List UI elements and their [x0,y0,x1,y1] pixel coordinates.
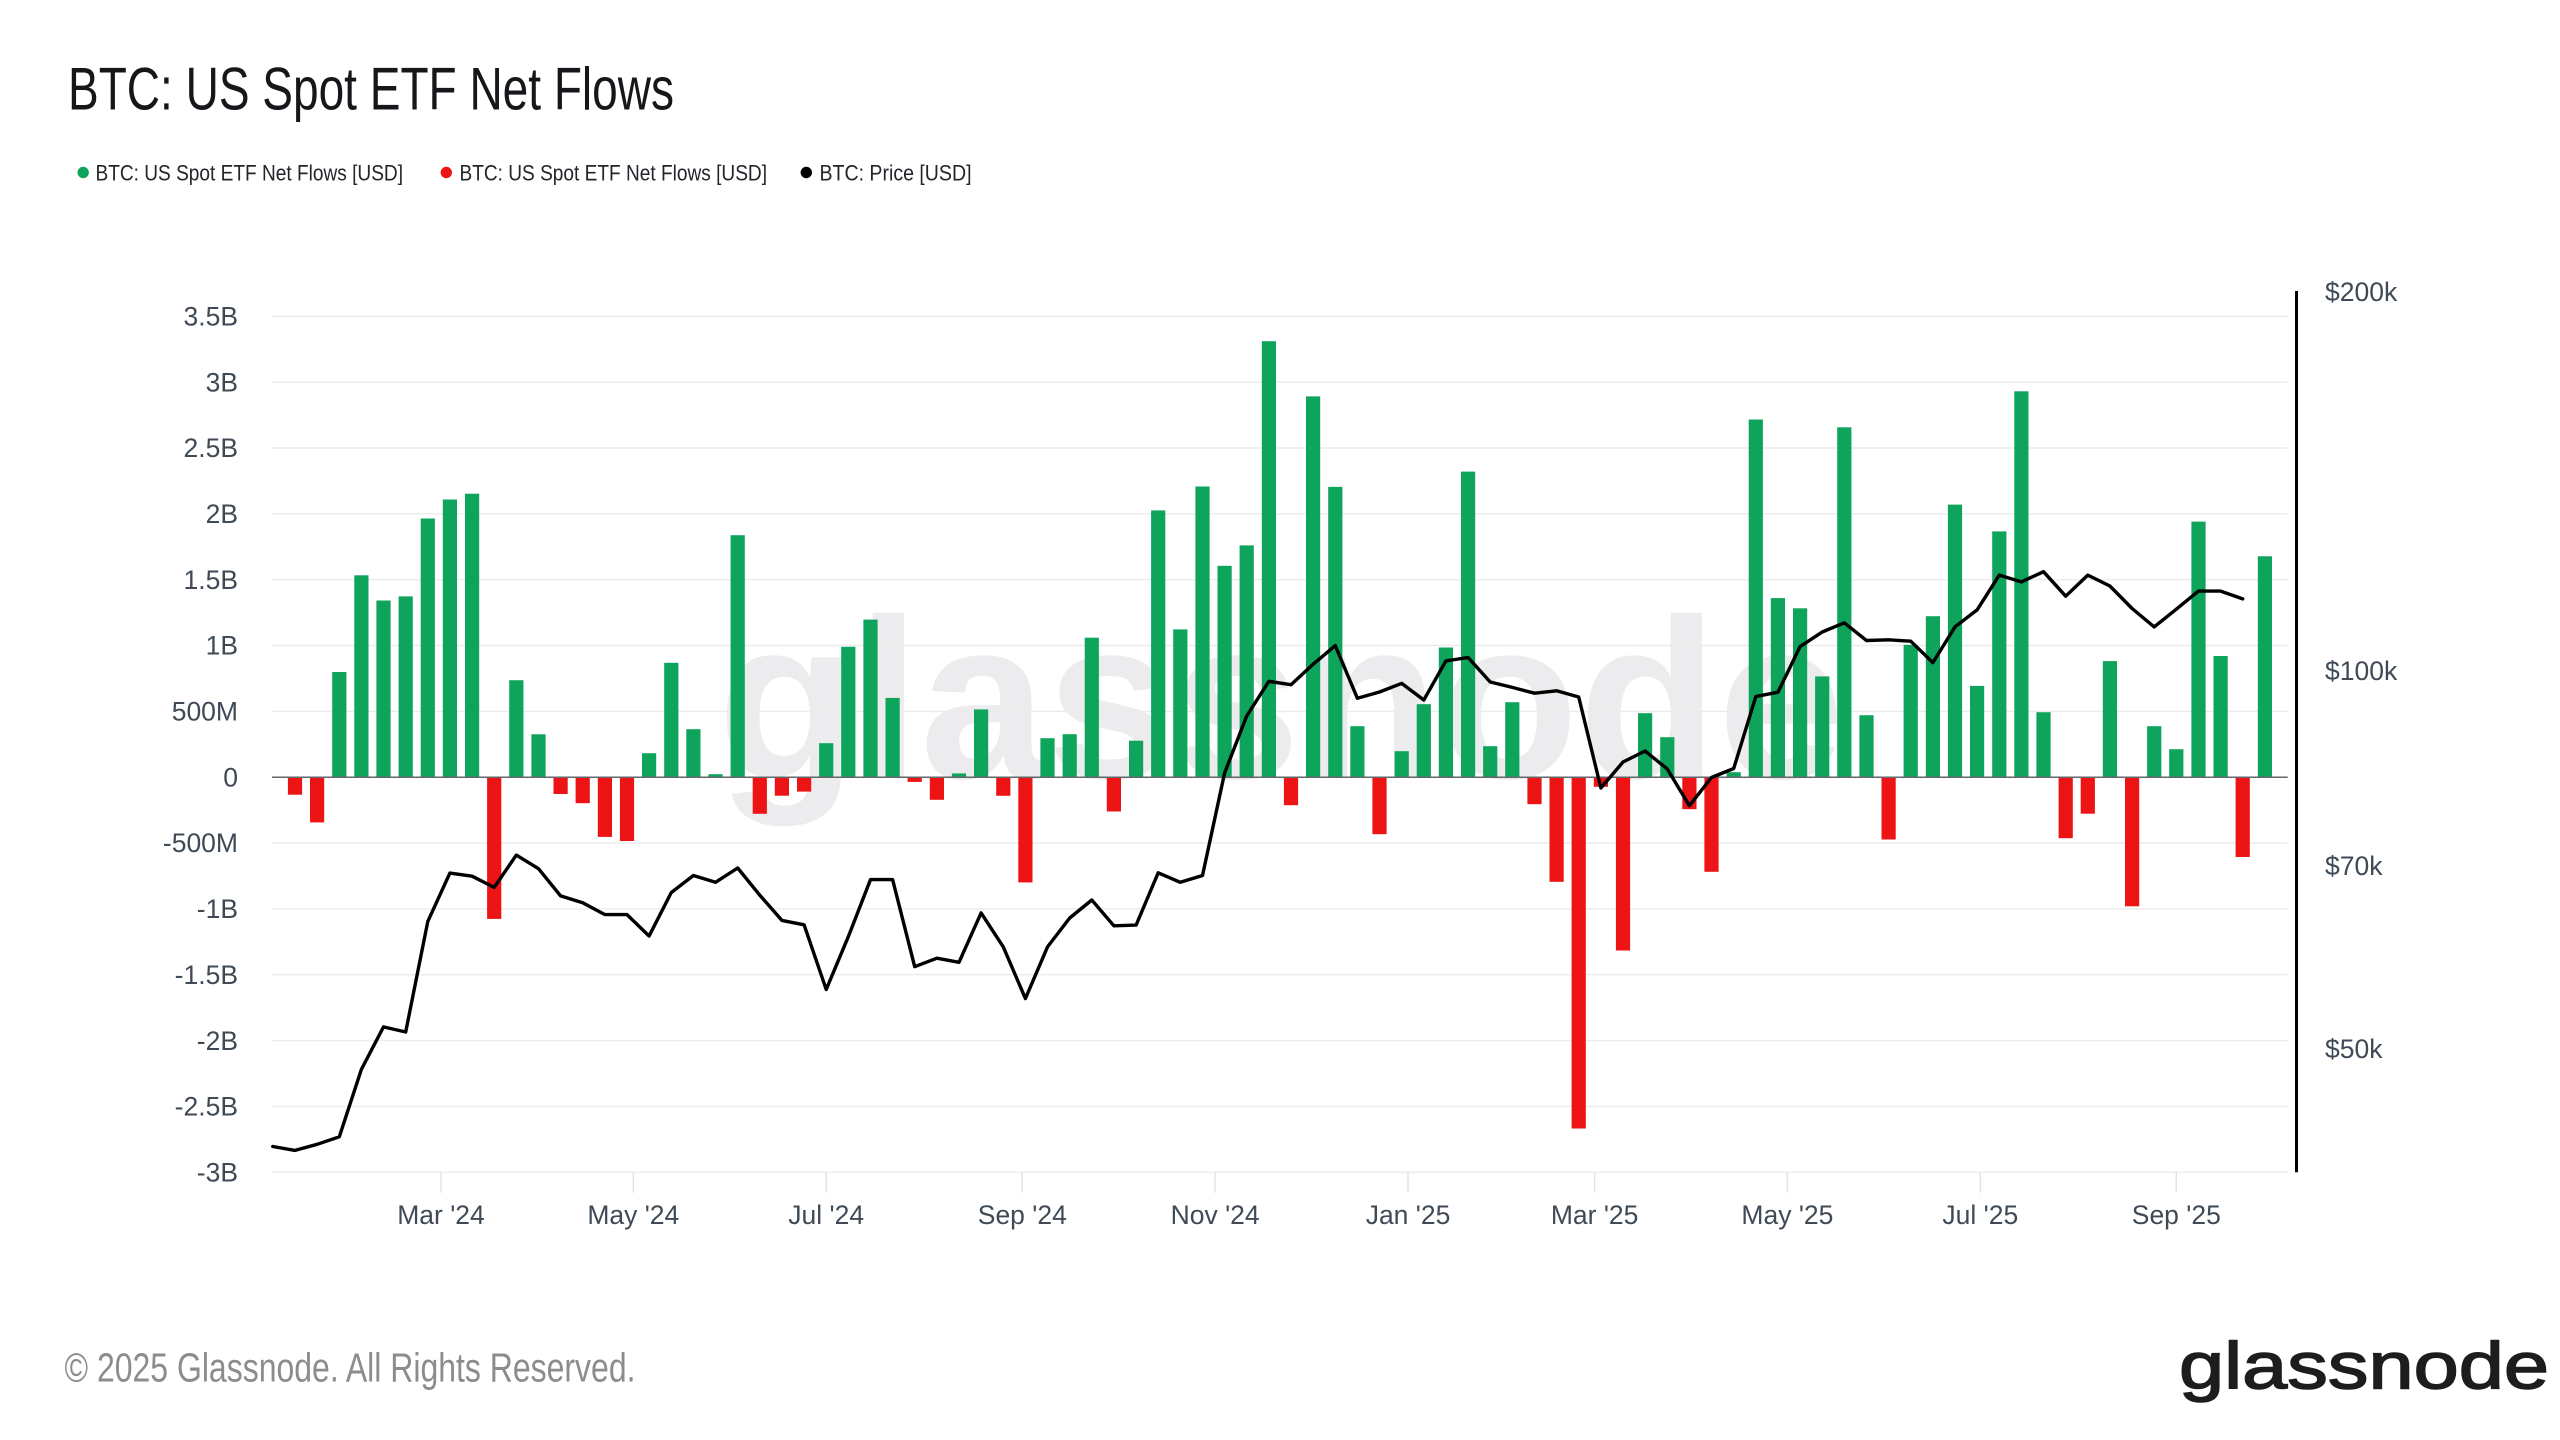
svg-text:500M: 500M [172,697,238,727]
svg-text:1.5B: 1.5B [183,565,238,595]
svg-text:Mar '24: Mar '24 [397,1200,485,1230]
svg-text:Jul '24: Jul '24 [788,1200,864,1230]
svg-text:BTC: US Spot ETF Net Flows: BTC: US Spot ETF Net Flows [68,55,674,123]
svg-text:-3B: -3B [197,1157,238,1187]
svg-text:© 2025 Glassnode. All Rights R: © 2025 Glassnode. All Rights Reserved. [65,1345,636,1391]
svg-text:3B: 3B [206,367,238,397]
svg-text:$70k: $70k [2325,851,2383,881]
svg-text:May '24: May '24 [587,1200,679,1230]
svg-text:$100k: $100k [2325,656,2398,686]
svg-text:-1.5B: -1.5B [175,960,238,990]
svg-text:0: 0 [223,762,238,792]
svg-text:BTC: Price [USD]: BTC: Price [USD] [820,161,972,186]
svg-text:glassnode: glassnode [2179,1329,2549,1403]
svg-text:May '25: May '25 [1741,1200,1833,1230]
svg-text:$200k: $200k [2325,277,2398,307]
svg-text:-1B: -1B [197,894,238,924]
svg-text:1B: 1B [206,631,238,661]
svg-text:Sep '24: Sep '24 [978,1200,1067,1230]
svg-text:2.5B: 2.5B [183,433,238,463]
svg-text:Nov '24: Nov '24 [1171,1200,1260,1230]
svg-text:3.5B: 3.5B [183,302,238,332]
svg-text:$50k: $50k [2325,1034,2383,1064]
svg-text:BTC: US Spot ETF Net Flows [US: BTC: US Spot ETF Net Flows [USD] [460,161,768,186]
svg-text:Jan '25: Jan '25 [1366,1200,1451,1230]
svg-text:-2.5B: -2.5B [175,1092,238,1122]
svg-text:-500M: -500M [163,828,238,858]
svg-text:BTC: US Spot ETF Net Flows [US: BTC: US Spot ETF Net Flows [USD] [96,161,404,186]
svg-text:2B: 2B [206,499,238,529]
svg-text:-2B: -2B [197,1026,238,1056]
svg-text:Mar '25: Mar '25 [1551,1200,1639,1230]
svg-text:Jul '25: Jul '25 [1942,1200,2018,1230]
svg-text:glassnode: glassnode [718,573,1845,827]
svg-text:Sep '25: Sep '25 [2132,1200,2221,1230]
